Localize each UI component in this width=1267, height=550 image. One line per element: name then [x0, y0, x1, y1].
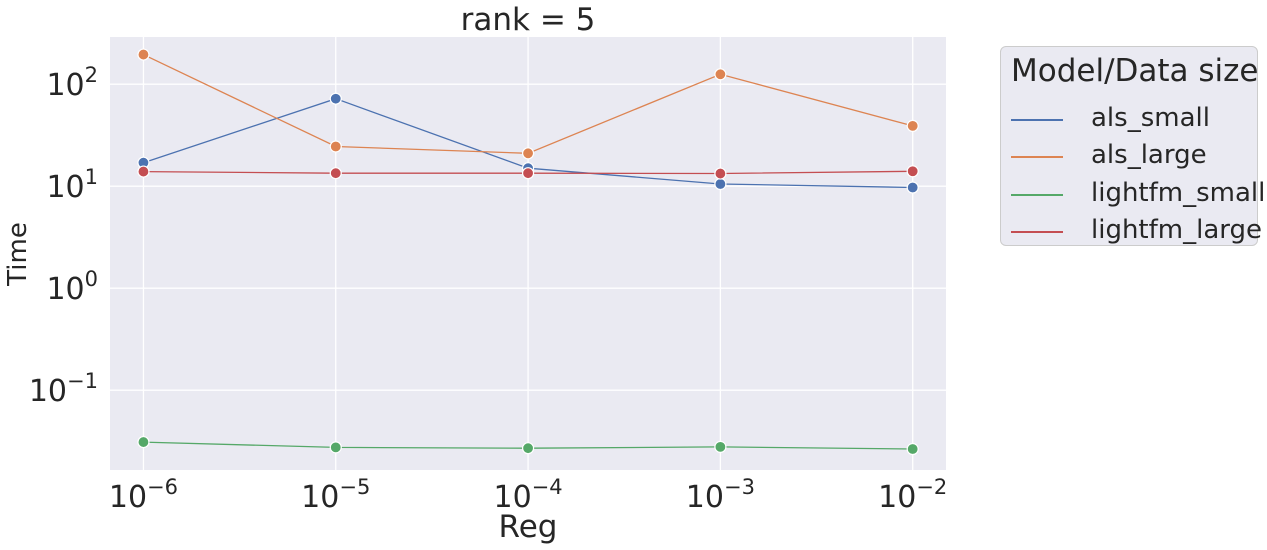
legend-label-als-small: als_small [1091, 103, 1210, 133]
data-point-lightfm-large [906, 165, 919, 178]
data-point-als-large [906, 119, 919, 132]
x-axis-label: Reg [499, 509, 558, 545]
legend-item-als-large: als_large [1011, 140, 1251, 172]
series-als-large [137, 48, 919, 160]
y-tick-label: 100 [46, 267, 98, 307]
legend: Model/Data size als_small als_large ligh… [1000, 46, 1265, 247]
x-tick-label: 10−3 [686, 475, 755, 515]
legend-swatch-lightfm-small [1011, 194, 1063, 196]
legend-swatch-als-small [1011, 119, 1063, 121]
legend-label-lightfm-large: lightfm_large [1091, 215, 1262, 245]
data-point-als-small [329, 92, 342, 105]
legend-label-lightfm-small: lightfm_small [1091, 178, 1266, 208]
y-tick-label: 10−1 [29, 369, 98, 409]
data-point-als-small [906, 181, 919, 194]
data-point-lightfm-large [521, 167, 535, 180]
x-tick-label: 10−5 [301, 475, 370, 515]
series-lightfm-large [137, 165, 919, 180]
legend-label-als-large: als_large [1091, 140, 1207, 170]
legend-item-lightfm-small: lightfm_small [1011, 178, 1265, 210]
legend-item-als-small: als_small [1011, 103, 1251, 135]
grid-layer [110, 37, 946, 470]
data-point-als-large [521, 147, 535, 160]
x-tick-label: 10−2 [878, 475, 947, 515]
data-point-als-large [329, 140, 342, 153]
x-tick-label: 10−6 [109, 475, 178, 515]
data-point-lightfm-small [521, 442, 535, 455]
legend-title: Model/Data size [1011, 53, 1259, 89]
data-point-lightfm-small [714, 440, 727, 453]
data-point-als-large [137, 48, 150, 61]
y-tick-label: 101 [46, 165, 98, 205]
data-point-lightfm-large [714, 167, 727, 180]
data-point-lightfm-small [137, 435, 150, 449]
series-lightfm-small [137, 435, 919, 456]
data-point-lightfm-large [137, 165, 150, 178]
legend-swatch-lightfm-large [1011, 231, 1063, 233]
data-point-lightfm-small [329, 441, 342, 454]
data-point-lightfm-large [329, 167, 342, 180]
legend-item-lightfm-large: lightfm_large [1011, 215, 1262, 247]
y-tick-label: 102 [46, 63, 98, 103]
data-point-als-large [714, 68, 727, 81]
x-tick-label: 10−4 [493, 475, 562, 515]
series-layer [137, 48, 919, 456]
y-axis-label: Time [3, 222, 33, 287]
tick-layer: 10−6 10−5 10−4 10−3 10−2 10−1 100 101 102 [29, 63, 947, 515]
data-point-lightfm-small [906, 442, 919, 456]
chart-title: rank = 5 [461, 2, 596, 38]
data-point-als-small [714, 177, 727, 191]
legend-swatch-als-large [1011, 156, 1063, 158]
